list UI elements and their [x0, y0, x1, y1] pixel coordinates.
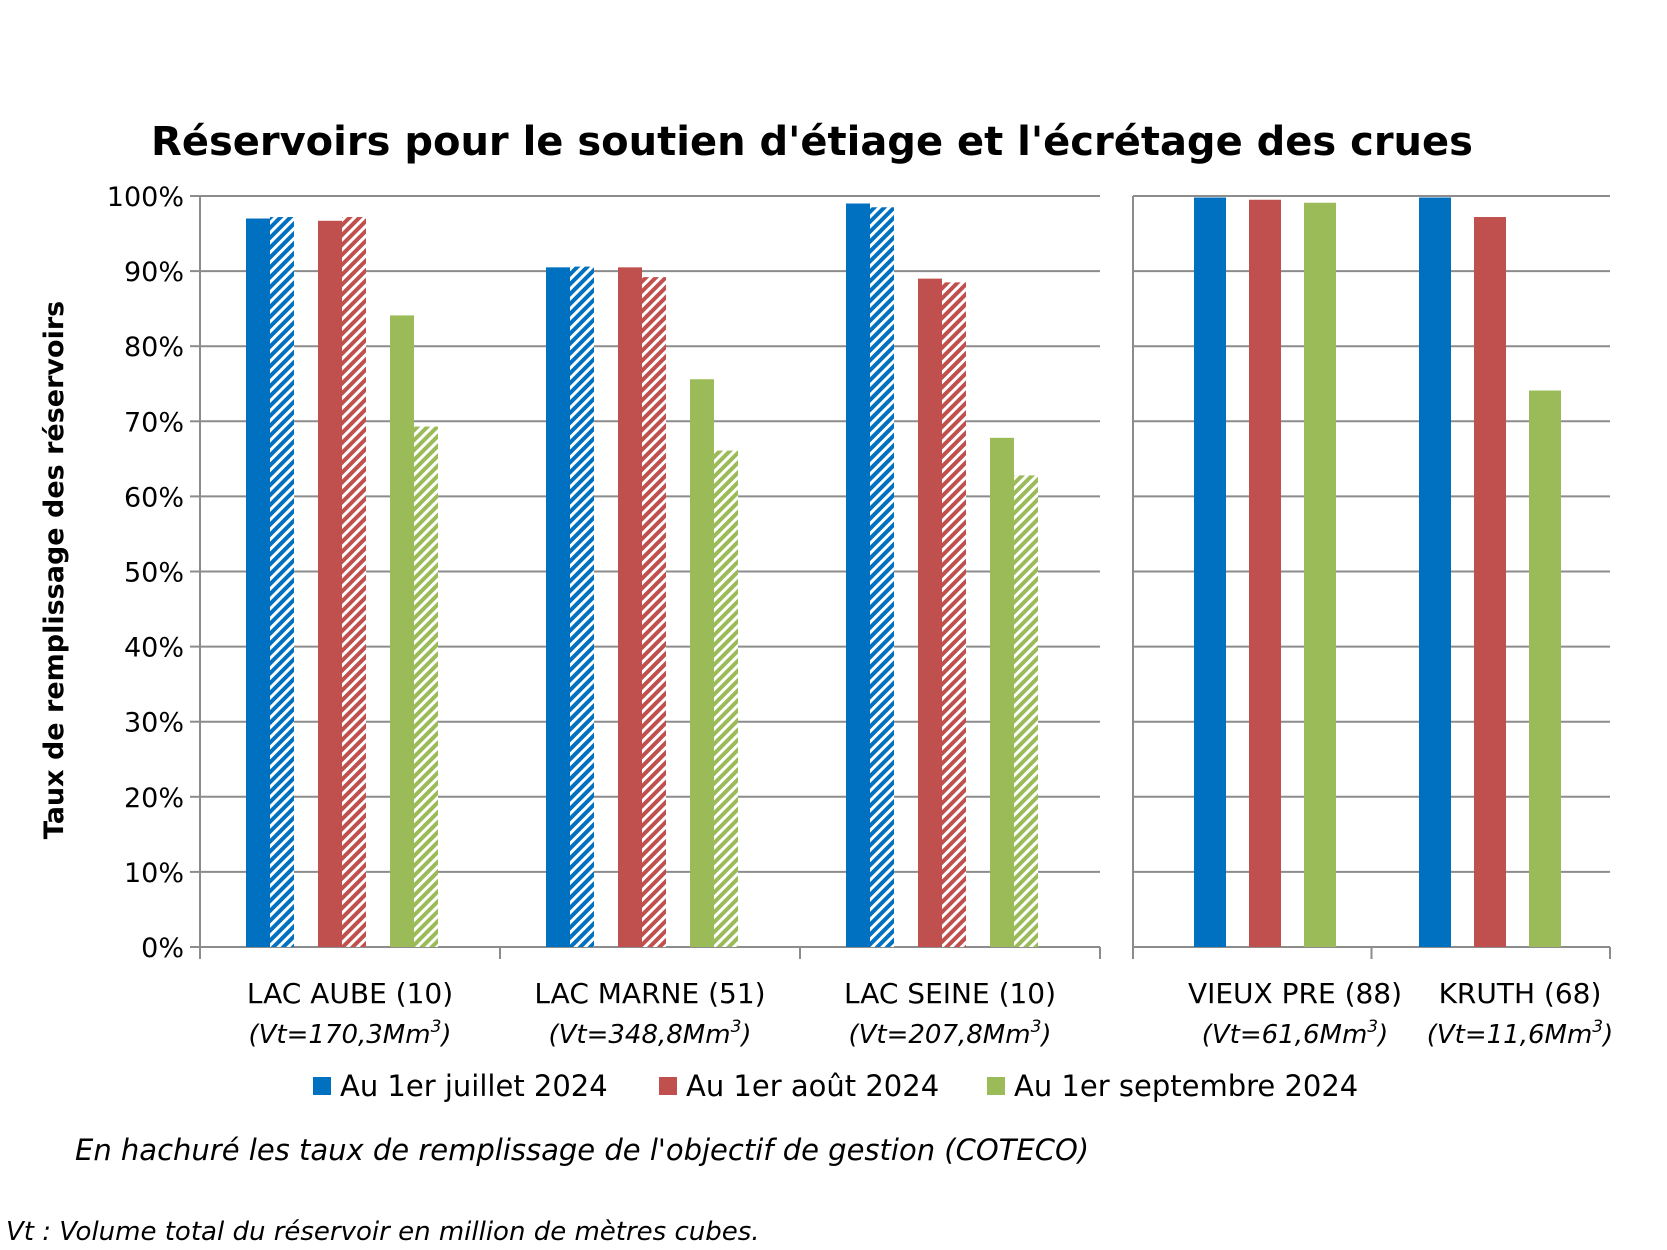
bar-au-1er-août-2024	[1474, 217, 1506, 947]
y-tick-label: 60%	[124, 482, 184, 513]
category-volume: (Vt=207,8Mm3)	[848, 1017, 1051, 1050]
category-label: LAC SEINE (10)	[844, 977, 1056, 1010]
objective-bar-au-1er-septembre-2024	[714, 450, 738, 947]
category-volume: (Vt=170,3Mm3)	[248, 1017, 451, 1050]
objective-bar-au-1er-août-2024	[942, 282, 966, 947]
bar-au-1er-juillet-2024	[246, 218, 270, 947]
footnote: Vt : Volume total du réservoir en millio…	[6, 1217, 760, 1247]
plot-area: 0% 10% 20% 30% 40% 50% 60% 70% 80% 90% 100% LAC AUB…	[107, 182, 1613, 1050]
bar-au-1er-septembre-2024	[1304, 202, 1336, 947]
legend-label: Au 1er juillet 2024	[340, 1069, 608, 1103]
legend: Au 1er juillet 2024 Au 1er août 2024 Au 1e…	[313, 1069, 1358, 1103]
category-volume: (Vt=11,6Mm3)	[1427, 1017, 1614, 1050]
objective-bar-au-1er-septembre-2024	[414, 426, 438, 947]
bar-au-1er-juillet-2024	[546, 267, 570, 948]
legend-label: Au 1er septembre 2024	[1014, 1069, 1358, 1103]
bar-au-1er-septembre-2024	[690, 379, 714, 947]
y-tick-label: 30%	[124, 708, 184, 739]
objective-bar-au-1er-septembre-2024	[1014, 475, 1038, 947]
y-tick-label: 10%	[124, 858, 184, 889]
hatch-note: En hachuré les taux de remplissage de l'…	[75, 1133, 1089, 1167]
y-tick-label: 20%	[124, 783, 184, 814]
y-tick-label: 100%	[107, 182, 184, 213]
bar-au-1er-août-2024	[318, 220, 342, 947]
category-volume: (Vt=61,6Mm3)	[1202, 1017, 1389, 1050]
y-axis-label: Taux de remplissage des réservoirs	[39, 301, 70, 839]
legend-swatch	[313, 1077, 331, 1095]
bar-au-1er-août-2024	[618, 267, 642, 948]
y-tick-label: 40%	[124, 633, 184, 664]
category-label: LAC MARNE (51)	[534, 977, 765, 1010]
category-label: LAC AUBE (10)	[247, 977, 453, 1010]
bar-au-1er-juillet-2024	[1419, 197, 1451, 947]
bar-au-1er-août-2024	[1249, 199, 1281, 947]
objective-bar-au-1er-juillet-2024	[570, 266, 594, 947]
bar-au-1er-juillet-2024	[846, 203, 870, 947]
bar-au-1er-septembre-2024	[1529, 390, 1561, 947]
bar-au-1er-juillet-2024	[1194, 197, 1226, 947]
category-label: VIEUX PRE (88)	[1188, 977, 1402, 1010]
y-tick-label: 0%	[141, 933, 184, 964]
y-tick-label: 90%	[124, 257, 184, 288]
bar-au-1er-septembre-2024	[390, 315, 414, 947]
bar-au-1er-septembre-2024	[990, 437, 1014, 947]
legend-swatch	[659, 1077, 677, 1095]
y-tick-label: 70%	[124, 407, 184, 438]
bar-au-1er-août-2024	[918, 278, 942, 947]
y-tick-label: 50%	[124, 558, 184, 589]
legend-swatch	[987, 1077, 1005, 1095]
objective-bar-au-1er-juillet-2024	[870, 207, 894, 947]
legend-label: Au 1er août 2024	[686, 1069, 939, 1103]
objective-bar-au-1er-août-2024	[342, 217, 366, 947]
objective-bar-au-1er-août-2024	[642, 277, 666, 947]
category-label: KRUTH (68)	[1439, 977, 1602, 1010]
y-tick-label: 80%	[124, 332, 184, 363]
objective-bar-au-1er-juillet-2024	[270, 217, 294, 947]
chart-title: Réservoirs pour le soutien d'étiage et l…	[151, 119, 1473, 165]
category-volume: (Vt=348,8Mm3)	[548, 1017, 751, 1050]
